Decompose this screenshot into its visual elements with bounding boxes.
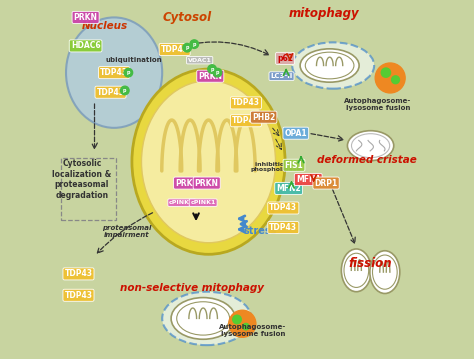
Text: TDP43: TDP43	[161, 45, 189, 54]
Text: PRKN: PRKN	[73, 13, 98, 22]
Circle shape	[208, 65, 216, 73]
Text: PRKN: PRKN	[198, 72, 222, 81]
Text: TDP43: TDP43	[100, 68, 128, 77]
Circle shape	[190, 40, 199, 48]
Text: p: p	[216, 70, 219, 75]
Ellipse shape	[162, 292, 251, 345]
Text: MFN2: MFN2	[276, 184, 301, 193]
Ellipse shape	[177, 302, 229, 335]
Text: ubiquitination: ubiquitination	[105, 57, 162, 63]
Text: Cytosol: Cytosol	[163, 11, 212, 24]
Text: Nucleus: Nucleus	[82, 21, 128, 31]
Text: Cytosolic
localization &
proteasomal
degradation: Cytosolic localization & proteasomal deg…	[53, 159, 112, 200]
Text: OPA1: OPA1	[284, 129, 307, 138]
Text: Autophagosome-
lysosome fusion: Autophagosome- lysosome fusion	[344, 98, 411, 111]
Text: LC3-II: LC3-II	[270, 73, 292, 79]
Circle shape	[243, 323, 249, 330]
Text: inhibition of
phospholipase: inhibition of phospholipase	[251, 162, 301, 172]
Text: fission: fission	[349, 257, 392, 270]
Circle shape	[375, 63, 405, 93]
Text: p: p	[192, 42, 196, 47]
Circle shape	[213, 68, 222, 77]
Circle shape	[183, 43, 191, 52]
Ellipse shape	[292, 42, 374, 89]
Circle shape	[392, 76, 400, 84]
Text: p: p	[127, 70, 130, 75]
Text: TDP43: TDP43	[269, 204, 297, 213]
Text: TDP43: TDP43	[232, 98, 260, 107]
Circle shape	[381, 68, 391, 77]
Text: p: p	[185, 45, 189, 50]
Text: DRP1: DRP1	[314, 178, 337, 187]
Text: TDP43: TDP43	[269, 223, 297, 232]
Text: p62: p62	[277, 54, 293, 63]
Ellipse shape	[132, 69, 285, 254]
Text: p: p	[123, 88, 127, 93]
Text: VDAC1: VDAC1	[188, 58, 211, 63]
Circle shape	[120, 86, 129, 95]
Text: non-selective mitophagy: non-selective mitophagy	[120, 283, 264, 293]
Text: TDP43: TDP43	[97, 88, 125, 97]
Text: cPINK1: cPINK1	[169, 200, 194, 205]
Text: TDP43: TDP43	[64, 291, 92, 300]
Circle shape	[124, 68, 133, 77]
Text: deformed cristae: deformed cristae	[317, 155, 417, 165]
Ellipse shape	[141, 81, 275, 243]
Text: FIS1: FIS1	[284, 161, 303, 170]
Ellipse shape	[370, 251, 400, 294]
Text: PRKN: PRKN	[195, 178, 219, 187]
Circle shape	[233, 315, 241, 324]
Ellipse shape	[352, 134, 390, 158]
Ellipse shape	[344, 253, 369, 288]
Text: proteasomal
impairment: proteasomal impairment	[102, 224, 151, 238]
Ellipse shape	[300, 49, 359, 82]
Ellipse shape	[347, 131, 394, 160]
Ellipse shape	[171, 298, 235, 339]
Text: MFN1: MFN1	[296, 175, 320, 184]
Text: HDAC6: HDAC6	[71, 41, 100, 50]
Text: PHB2: PHB2	[252, 113, 275, 122]
Text: cPINK1: cPINK1	[191, 200, 216, 205]
Text: TDP43: TDP43	[64, 269, 92, 278]
Text: stress: stress	[244, 226, 277, 236]
Ellipse shape	[66, 18, 162, 128]
Text: PRKN: PRKN	[175, 178, 199, 187]
Ellipse shape	[341, 249, 371, 292]
Ellipse shape	[373, 255, 397, 289]
Text: TDP43: TDP43	[232, 116, 260, 125]
Text: p: p	[210, 66, 214, 71]
Text: mitophagy: mitophagy	[289, 7, 360, 20]
Circle shape	[229, 310, 256, 337]
Text: Autophagosome-
lysosome fusion: Autophagosome- lysosome fusion	[219, 325, 287, 337]
Ellipse shape	[305, 52, 354, 79]
